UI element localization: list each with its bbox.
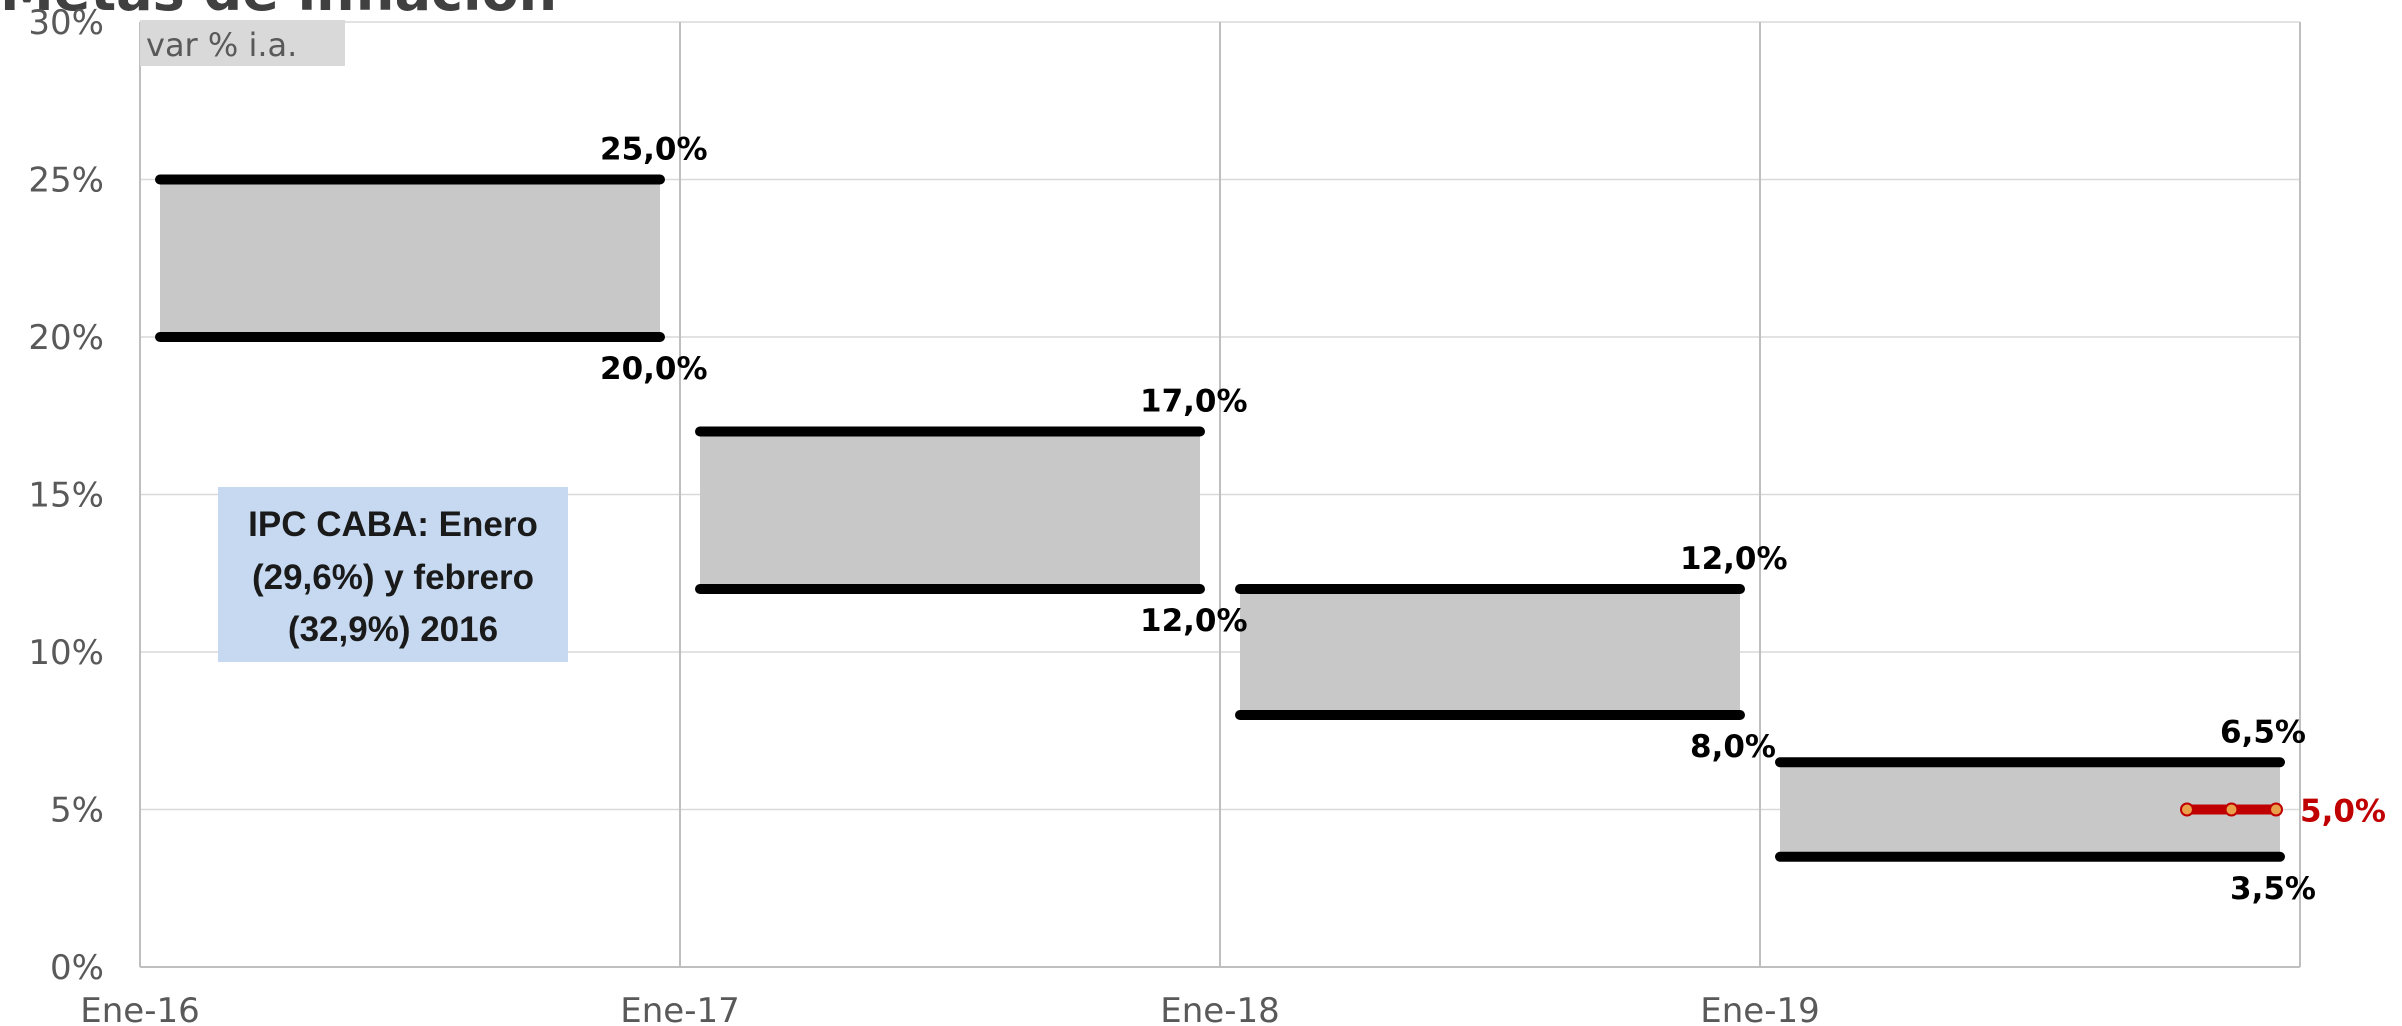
lower-bound-label-2017: 12,0% [1140,603,1248,639]
note-box-bg [218,487,568,662]
lower-bound-label-2019: 3,5% [2230,871,2316,907]
lower-bound-label-2016: 20,0% [600,351,708,387]
y-tick-label: 25% [28,161,104,201]
unit-badge-bg [140,20,345,66]
y-tick-label: 20% [28,318,104,358]
y-tick-label: 15% [28,476,104,516]
note-line-1: IPC CABA: Enero [248,505,538,544]
point-target-marker [2180,802,2194,817]
x-tick-label: Ene-17 [620,991,739,1026]
note-box: IPC CABA: Enero (29,6%) y febrero (32,9%… [218,487,568,662]
grid-lines [140,21,2301,967]
target-band-2018 [1240,589,1740,715]
x-tick-label: Ene-19 [1700,991,1819,1026]
point-target-marker [2269,802,2283,817]
x-tick-label: Ene-18 [1160,991,1279,1026]
x-tick-label: Ene-16 [80,991,199,1026]
target-band-2016 [160,179,660,337]
data-labels: 25,0% 20,0% 17,0% 12,0% 12,0% 8,0% 6,5% 3,5% 5,0… [600,132,2386,907]
lower-bound-label-2018: 8,0% [1690,729,1776,765]
upper-bound-label-2017: 17,0% [1140,384,1248,420]
note-line-3: (32,9%) 2016 [288,610,498,649]
note-line-2: (29,6%) y febrero [252,558,534,597]
y-tick-label: 5% [50,791,104,831]
upper-bound-label-2016: 25,0% [600,132,708,168]
y-tick-label: 0% [50,948,104,988]
upper-bound-label-2019: 6,5% [2220,714,2306,750]
point-target-marker [2224,802,2239,817]
unit-label: var % i.a. [146,26,297,64]
target-band-2017 [700,431,1200,589]
unit-badge: var % i.a. [140,20,345,66]
upper-bound-label-2018: 12,0% [1680,541,1788,577]
target-bands [155,174,2285,862]
chart-title: Metas de inflación [0,0,557,23]
axes: 0% 5% 10% 15% 20% 25% 30% Ene-16 Ene-17 Ene-18 Ene… [28,3,2300,1026]
y-tick-label: 30% [28,3,104,43]
point-target-label: 5,0% [2300,794,2386,830]
y-tick-label: 10% [28,633,104,673]
